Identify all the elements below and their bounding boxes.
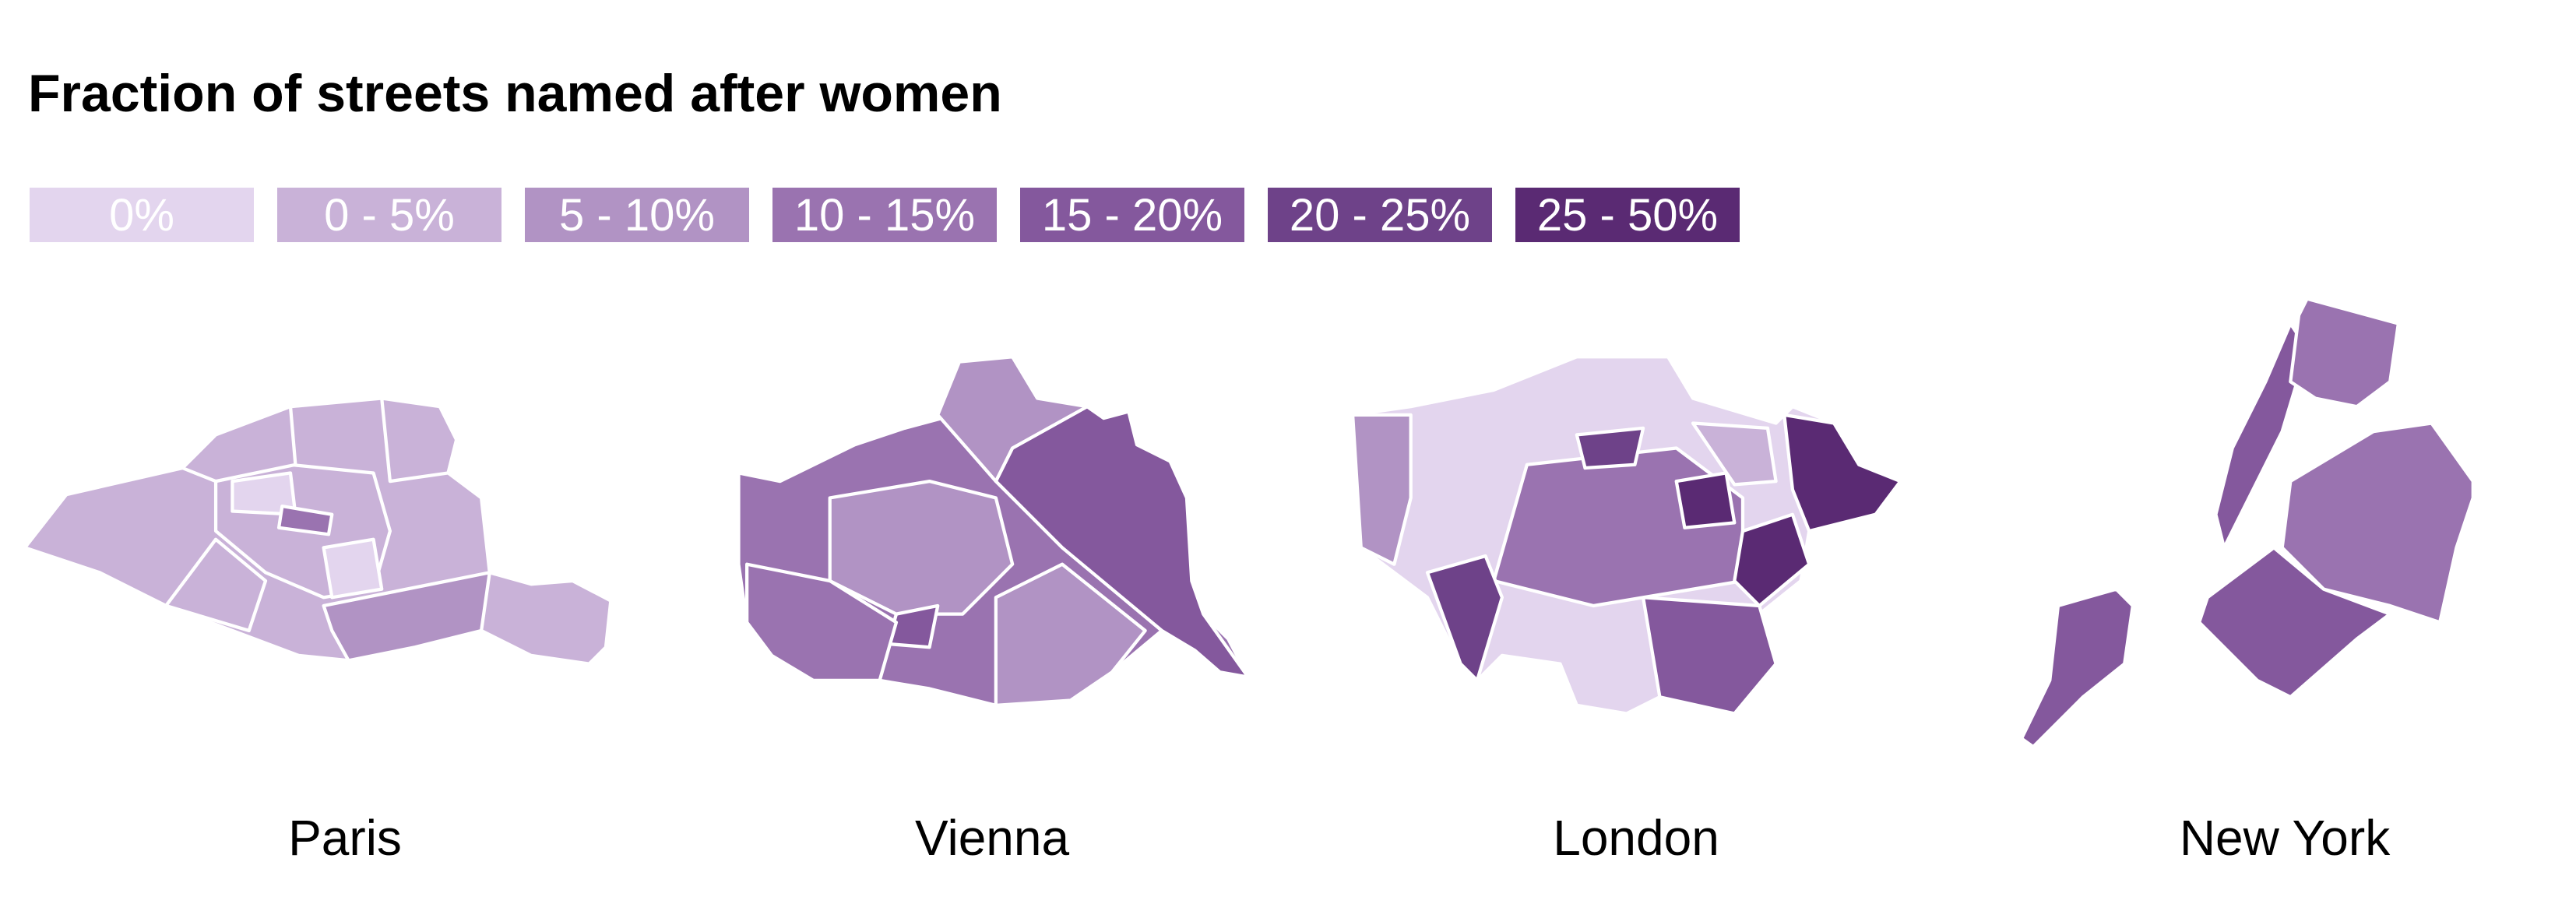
legend-swatch (30, 188, 254, 242)
region (322, 571, 491, 663)
legend-label: 5 - 10% (559, 190, 715, 241)
legend-label: 15 - 20% (1042, 190, 1223, 241)
legend-swatch (772, 188, 997, 242)
region (2197, 546, 2392, 699)
region (276, 504, 334, 536)
region (164, 537, 268, 633)
city-labels: Paris Vienna London New York (288, 810, 2391, 866)
region (994, 405, 1250, 679)
region (1674, 471, 1737, 529)
region (1782, 413, 1902, 533)
vienna-map (737, 355, 1250, 707)
region (1733, 512, 1811, 608)
city-name: Paris (288, 810, 402, 866)
region (322, 537, 384, 600)
region (2280, 421, 2475, 624)
legend-swatch (1020, 188, 1244, 242)
legend-swatch (1515, 188, 1740, 242)
region (994, 562, 1147, 707)
region (380, 396, 459, 484)
region (181, 405, 297, 484)
maps (23, 297, 2475, 749)
london-map (1350, 355, 1902, 716)
legend-label: 0% (109, 190, 174, 241)
region (936, 355, 1089, 484)
legend-swatch (1268, 188, 1492, 242)
legend: 0% 0 - 5% 5 - 10% 10 - 15% 15 - 20% 20 - 25% 2… (30, 188, 1740, 242)
region (2289, 297, 2401, 409)
region (1425, 554, 1504, 683)
legend-label: 10 - 15% (794, 190, 975, 241)
region (1691, 421, 1778, 487)
new-york-map (2019, 297, 2475, 749)
legend-label: 25 - 50% (1537, 190, 1718, 241)
region (1575, 426, 1645, 470)
title: Fraction of streets named after women (28, 64, 1002, 123)
region (2019, 587, 2134, 749)
region (2214, 322, 2309, 550)
city-name: New York (2180, 810, 2391, 866)
city-name: Vienna (915, 810, 1070, 866)
paris-map (23, 396, 613, 666)
legend-label: 0 - 5% (324, 190, 455, 241)
region (1641, 596, 1778, 716)
legend-swatch (525, 188, 749, 242)
region (1350, 413, 1413, 566)
legend-swatch (277, 188, 501, 242)
region (744, 562, 899, 683)
legend-label: 20 - 25% (1290, 190, 1470, 241)
city-name: London (1553, 810, 1719, 866)
